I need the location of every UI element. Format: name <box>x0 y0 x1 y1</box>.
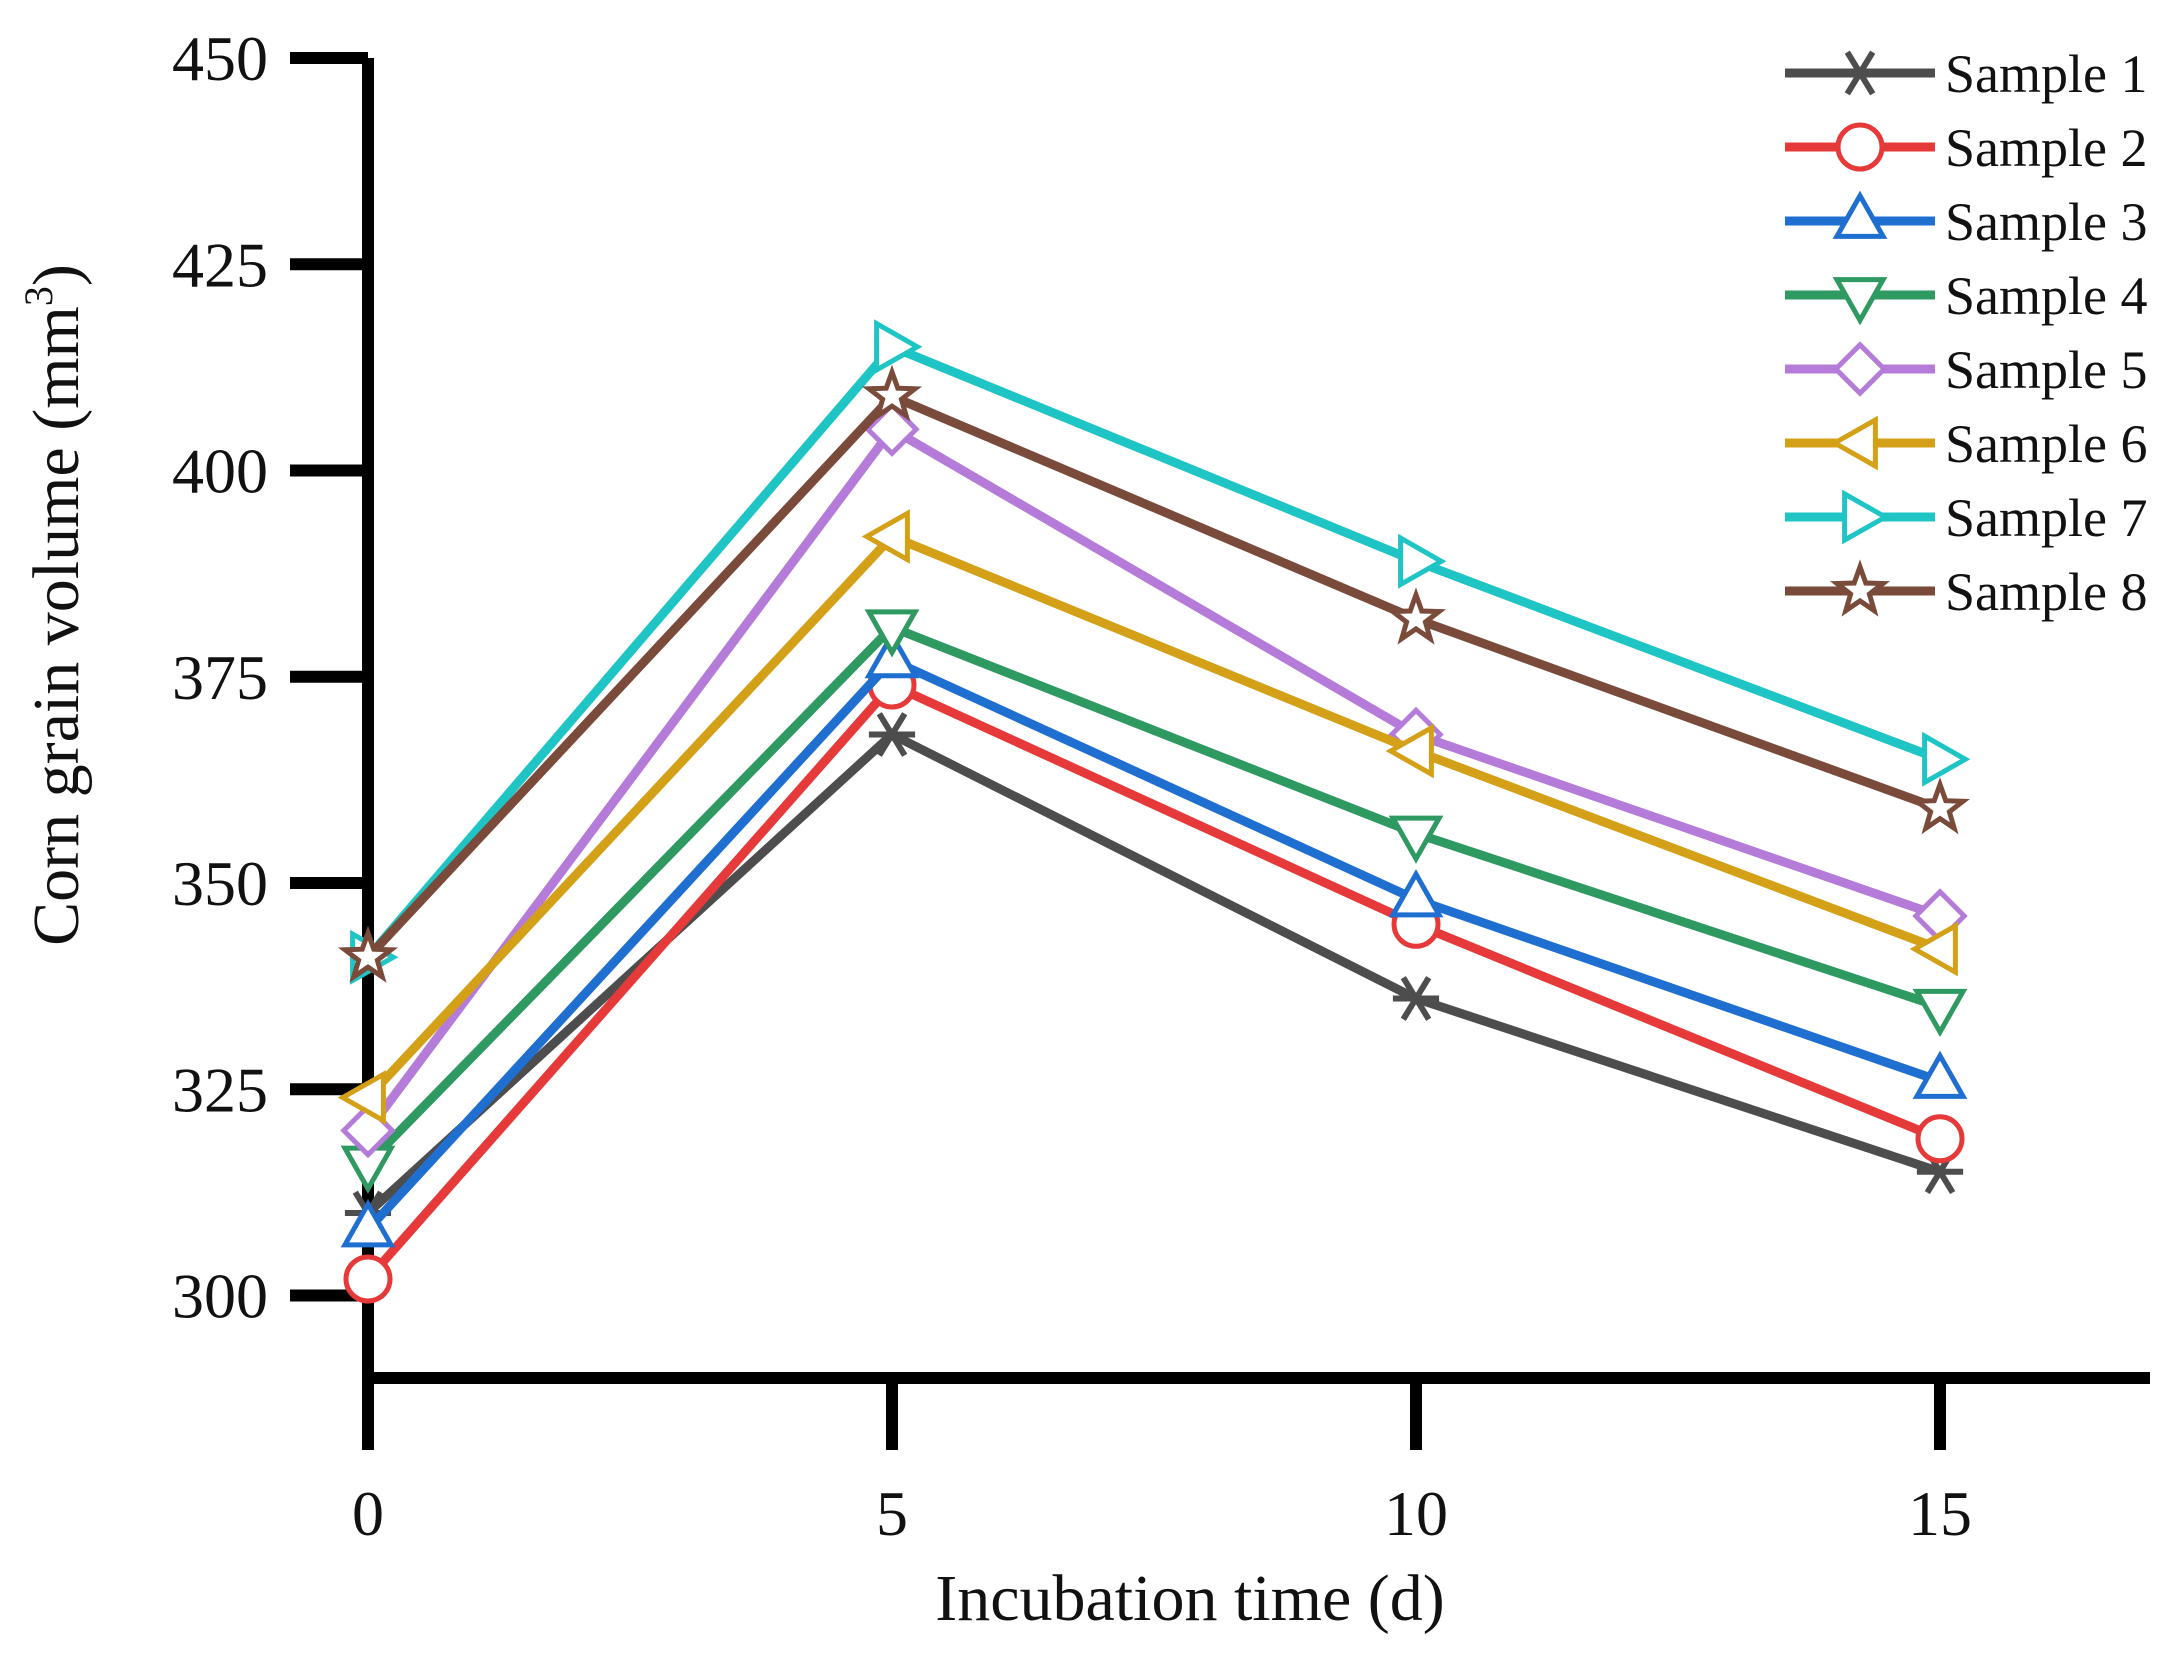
legend-label: Sample 1 <box>1945 44 2147 104</box>
legend-label: Sample 2 <box>1945 118 2147 178</box>
diamond-marker <box>864 401 920 457</box>
triangle-up-marker <box>1832 190 1888 239</box>
asterisk-marker <box>1836 50 1884 96</box>
legend-entry: Sample 7 <box>1785 488 2147 548</box>
triangle-left-marker <box>861 509 910 564</box>
star-marker <box>1829 559 1891 617</box>
series-sample-1 <box>344 712 1964 1236</box>
y-tick-label: 450 <box>172 23 268 94</box>
series-sample-7 <box>350 319 1971 985</box>
series-lines <box>337 319 1971 1304</box>
triangle-down-marker <box>1832 277 1888 326</box>
series-line <box>364 341 1942 961</box>
circle-marker <box>343 1254 393 1304</box>
star-marker <box>337 925 399 983</box>
x-axis-title: Incubation time (d) <box>935 1562 1445 1635</box>
star-marker <box>861 364 923 422</box>
legend-entry: Sample 3 <box>1785 190 2147 252</box>
legend-entry: Sample 6 <box>1785 414 2147 474</box>
series-sample-8 <box>337 364 1971 983</box>
series-line <box>364 654 1942 1233</box>
legend-label: Sample 6 <box>1945 414 2147 474</box>
series-line <box>364 390 1942 961</box>
asterisk-marker <box>1392 976 1440 1021</box>
triangle-left-marker <box>337 1070 386 1125</box>
y-axis-title-main: Corn grain volume (mm <box>20 306 93 946</box>
legend: Sample 1 Sample 2 Sample 3 Sample 4 Sample 5… <box>1785 44 2147 622</box>
triangle-down-marker <box>1388 815 1444 864</box>
y-tick-label: 375 <box>172 642 268 713</box>
series-line <box>364 679 1942 1282</box>
legend-entry: Sample 5 <box>1785 340 2147 400</box>
triangle-left-marker <box>1829 415 1878 471</box>
star-marker <box>1909 777 1971 835</box>
series-sample-6 <box>337 509 1958 1125</box>
triangle-right-marker <box>874 319 923 375</box>
y-tick-label: 400 <box>172 436 268 507</box>
triangle-left-marker <box>1909 921 1958 977</box>
triangle-down-marker <box>864 609 920 658</box>
y-tick-label: 325 <box>172 1054 268 1125</box>
series-line <box>364 423 1942 1134</box>
triangle-up-marker <box>1912 1050 1968 1099</box>
x-tick-label: 10 <box>1384 1478 1448 1549</box>
y-tick-label: 350 <box>172 848 268 919</box>
triangle-right-marker <box>1842 489 1891 545</box>
y-axis-title-superscript: 3 <box>16 286 61 306</box>
legend-label: Sample 7 <box>1945 488 2147 548</box>
axes: 300 325 350 375 400 425 450 0 5 10 15 <box>172 23 2150 1549</box>
legend-entry: Sample 1 <box>1785 44 2147 104</box>
legend-entry: Sample 2 <box>1785 118 2147 178</box>
circle-marker <box>1915 1114 1965 1164</box>
legend-label: Sample 4 <box>1945 266 2147 326</box>
triangle-up-marker <box>1388 869 1444 918</box>
y-axis-title-suffix: ) <box>20 264 93 286</box>
series-sample-2 <box>343 660 1965 1304</box>
star-marker <box>1385 587 1447 645</box>
series-line <box>364 531 1942 1101</box>
legend-entry: Sample 4 <box>1785 266 2147 326</box>
circle-marker <box>1835 122 1885 172</box>
x-tick-label: 15 <box>1908 1478 1972 1549</box>
triangle-right-marker <box>1398 533 1447 589</box>
x-tick-label: 5 <box>876 1478 908 1549</box>
diamond-marker <box>1832 341 1888 397</box>
triangle-left-marker <box>1385 723 1434 779</box>
series-sample-4 <box>340 609 1968 1194</box>
asterisk-marker <box>868 712 916 757</box>
legend-label: Sample 5 <box>1945 340 2147 400</box>
legend-label: Sample 8 <box>1945 562 2147 622</box>
triangle-right-marker <box>1922 731 1971 787</box>
triangle-up-marker <box>340 1199 396 1248</box>
legend-entry: Sample 8 <box>1785 559 2147 622</box>
series-line <box>364 622 1942 1167</box>
series-line <box>364 729 1942 1217</box>
triangle-down-marker <box>1912 988 1968 1038</box>
y-tick-label: 300 <box>172 1261 268 1332</box>
y-axis-title: Corn grain volume (mm3) <box>16 264 93 946</box>
y-tick-label: 425 <box>172 229 268 300</box>
legend-label: Sample 3 <box>1945 192 2147 252</box>
x-tick-label: 0 <box>352 1478 384 1549</box>
